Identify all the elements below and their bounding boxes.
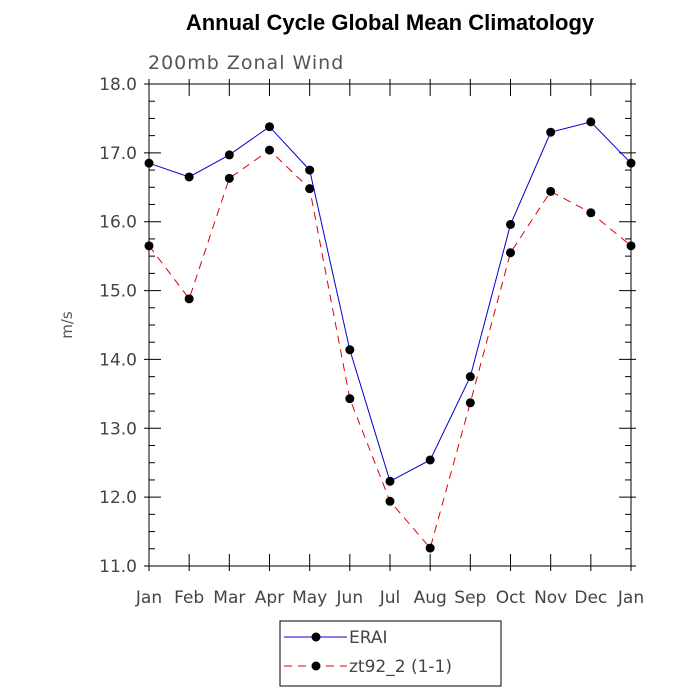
legend-swatch-marker	[311, 661, 321, 671]
data-point	[506, 248, 515, 258]
data-point	[184, 294, 194, 304]
tick-layer: 11.0 12.0 13.0 14.0 15.0 16.0 17.0 18.0 Jan Feb Ma…	[99, 75, 644, 608]
y-tick-label: 13.0	[99, 419, 137, 439]
x-tick-label: Apr	[255, 588, 284, 608]
x-tick-label: Mar	[213, 588, 245, 608]
data-point	[586, 117, 596, 127]
series-line	[148, 121, 632, 483]
plot-frame	[148, 83, 632, 567]
data-point	[546, 186, 556, 196]
legend-entries: ERAI zt92_2 (1-1)	[284, 628, 452, 677]
x-tick-label: Jul	[379, 588, 401, 608]
data-point	[546, 127, 556, 137]
x-tick-label: Jan	[135, 588, 162, 608]
data-point	[465, 372, 475, 382]
x-tick-label: May	[292, 588, 327, 608]
legend-swatch-marker	[311, 632, 321, 642]
data-point	[305, 184, 315, 194]
y-tick-label: 16.0	[99, 213, 137, 233]
series-layer	[144, 117, 636, 553]
data-point	[345, 394, 355, 404]
legend-label: ERAI	[349, 628, 388, 648]
data-point	[465, 398, 475, 408]
data-point	[184, 172, 194, 182]
x-tick-label: Oct	[496, 588, 526, 608]
y-axis-label: m/s	[58, 311, 76, 339]
data-point	[345, 345, 355, 355]
y-tick-label: 15.0	[99, 282, 137, 302]
data-point	[425, 455, 435, 465]
x-tick-label: Feb	[174, 588, 204, 608]
data-point	[626, 241, 636, 251]
x-tick-label: Nov	[534, 588, 567, 608]
data-point	[265, 145, 274, 155]
series-2	[144, 145, 636, 553]
data-point	[385, 476, 395, 486]
chart-subtitle: 200mb Zonal Wind	[148, 52, 344, 74]
data-point	[385, 496, 395, 506]
legend-entry: ERAI	[284, 628, 388, 648]
legend-box	[279, 620, 502, 687]
chart-title: Annual Cycle Global Mean Climatology	[186, 10, 595, 35]
y-tick-label: 18.0	[99, 75, 137, 95]
series-line	[148, 149, 632, 550]
x-tick-label: Jun	[336, 588, 364, 608]
y-tick-label: 11.0	[99, 557, 137, 577]
x-tick-label: Dec	[574, 588, 607, 608]
data-point	[506, 219, 515, 229]
legend-label: zt92_2 (1-1)	[349, 657, 452, 677]
data-point	[586, 208, 596, 218]
x-tick-label: Sep	[454, 588, 486, 608]
data-point	[626, 158, 636, 168]
y-tick-label: 14.0	[99, 350, 137, 370]
x-tick-label: Aug	[414, 588, 447, 608]
data-point	[224, 150, 234, 160]
legend: ERAI zt92_2 (1-1)	[279, 620, 502, 687]
y-tick-label: 12.0	[99, 488, 137, 508]
series-1	[144, 117, 636, 486]
data-point	[144, 158, 154, 168]
data-point	[224, 173, 234, 183]
legend-entry: zt92_2 (1-1)	[284, 657, 452, 677]
y-tick-label: 17.0	[99, 144, 137, 164]
data-point	[265, 122, 274, 132]
x-tick-label: Jan	[617, 588, 644, 608]
data-point	[144, 241, 154, 251]
data-point	[305, 165, 315, 175]
data-point	[425, 543, 435, 553]
